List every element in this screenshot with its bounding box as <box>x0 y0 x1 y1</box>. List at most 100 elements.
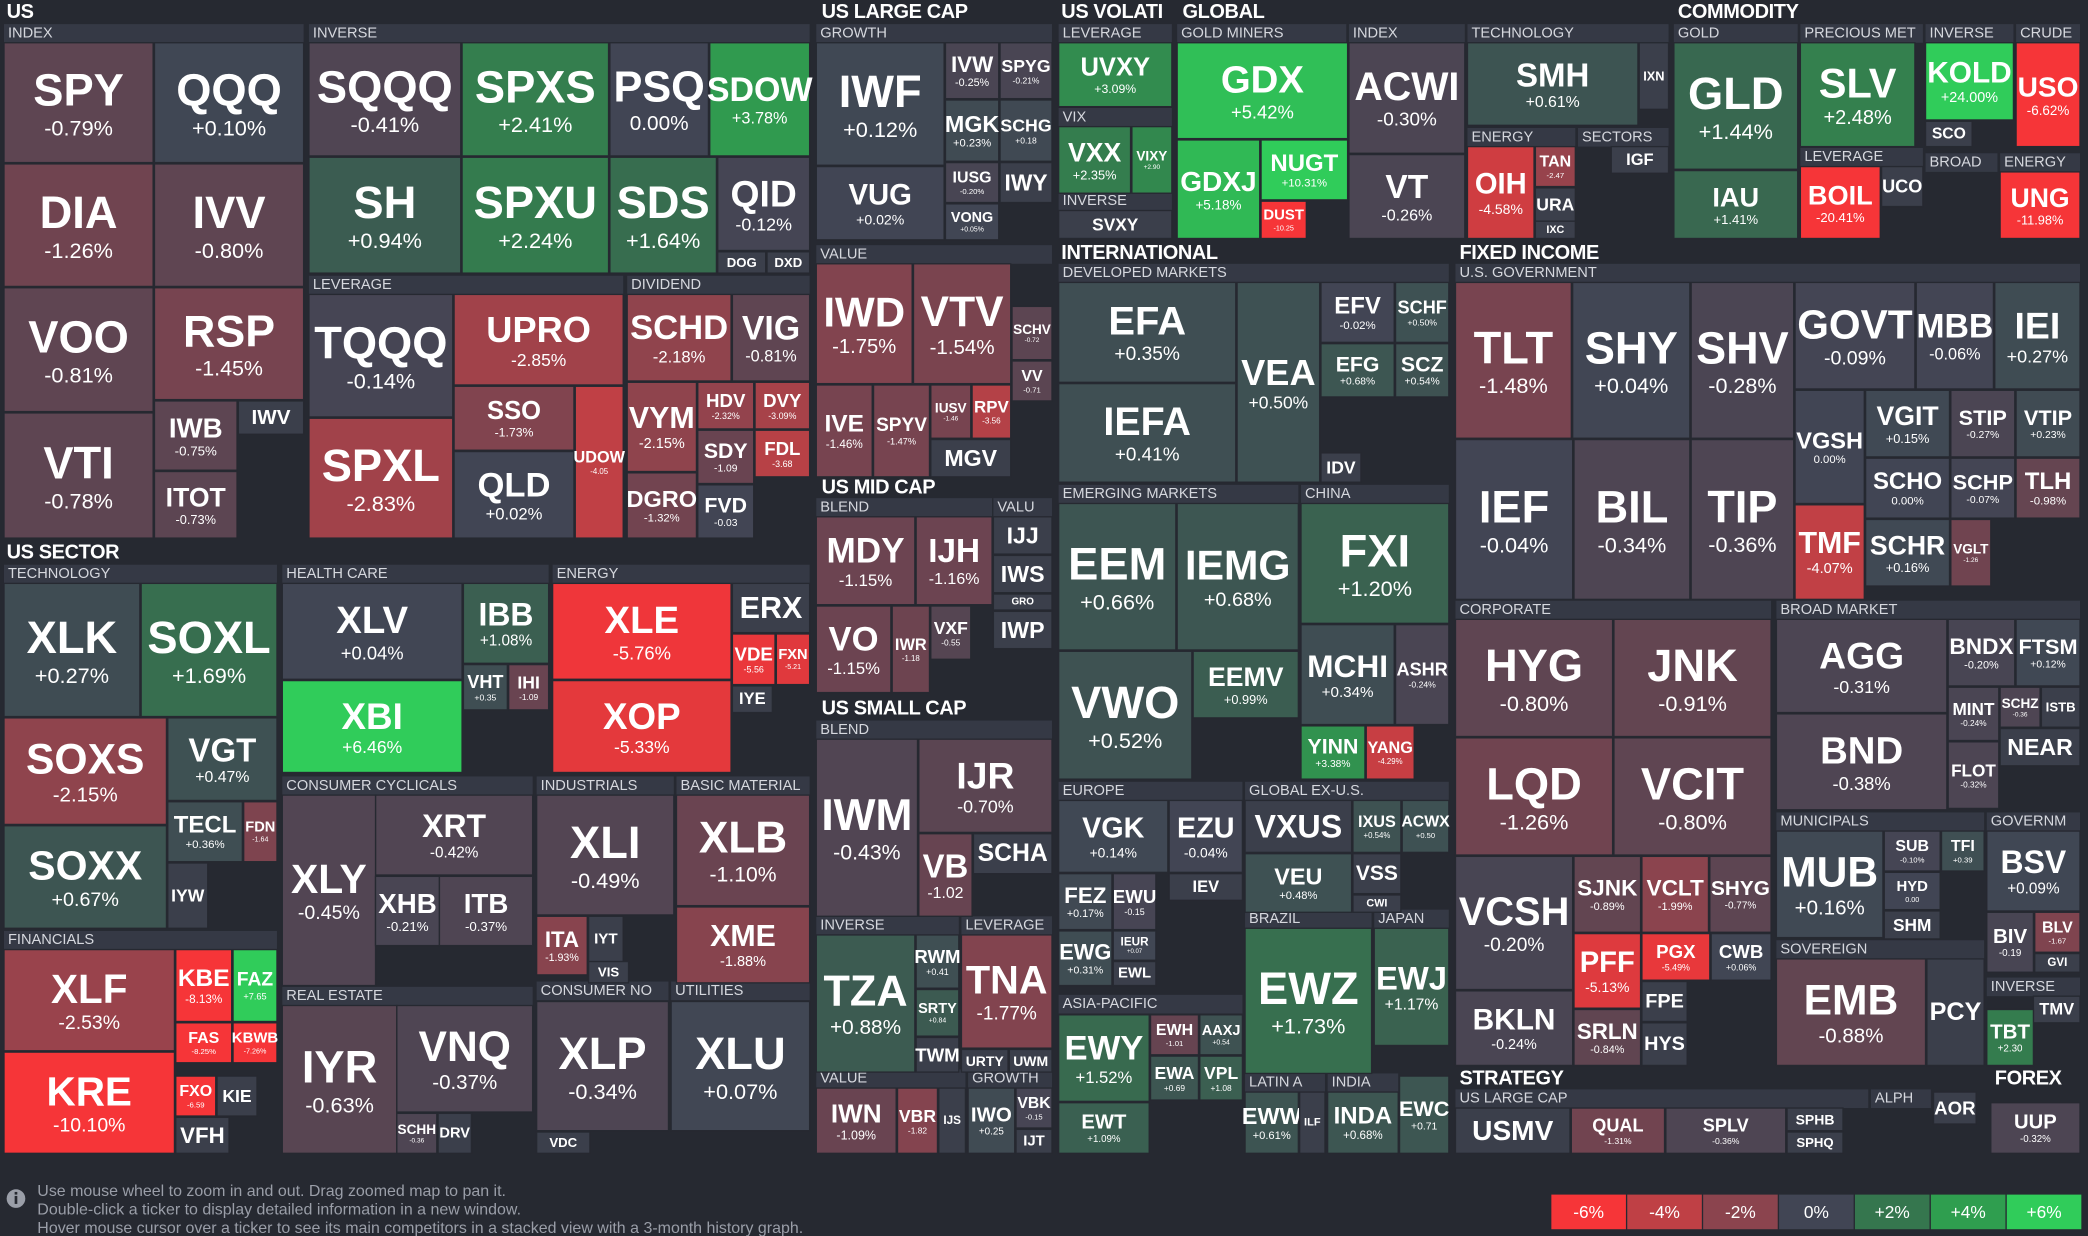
tile-box[interactable] <box>930 384 972 439</box>
tile-box[interactable] <box>175 1022 233 1064</box>
tile-box[interactable] <box>1990 1102 2081 1154</box>
tile-box[interactable] <box>815 1087 897 1154</box>
tile-box[interactable] <box>1057 650 1193 780</box>
tile-box[interactable] <box>992 610 1053 650</box>
tile-box[interactable] <box>1057 1102 1150 1154</box>
tile-box[interactable] <box>1398 1075 1450 1154</box>
tile-box[interactable] <box>891 605 931 694</box>
tile-box[interactable] <box>1168 799 1244 874</box>
tile-box[interactable] <box>1775 830 1884 939</box>
tile-box[interactable] <box>915 1036 960 1073</box>
tile-box[interactable] <box>1864 389 1951 458</box>
tile-box[interactable] <box>1057 873 1113 931</box>
tile-box[interactable] <box>1260 200 1307 240</box>
tile-box[interactable] <box>2015 618 2081 687</box>
tile-box[interactable] <box>1775 618 1948 714</box>
tile-box[interactable] <box>1950 389 2016 458</box>
tile-box[interactable] <box>1236 281 1321 483</box>
tile-box[interactable] <box>717 251 767 274</box>
tile-box[interactable] <box>697 484 755 539</box>
tile-box[interactable] <box>754 381 811 430</box>
tile-box[interactable] <box>1794 281 1916 390</box>
tile-box[interactable] <box>999 161 1053 204</box>
tile-box[interactable] <box>243 801 278 863</box>
tile-box[interactable] <box>1176 502 1300 651</box>
tile-box[interactable] <box>815 934 916 1073</box>
tile-box[interactable] <box>1011 305 1053 361</box>
tile-box[interactable] <box>2015 457 2081 519</box>
tile-box[interactable] <box>153 163 305 288</box>
tile-box[interactable] <box>1454 855 1574 991</box>
tile-box[interactable] <box>3 412 154 539</box>
tile-box[interactable] <box>918 833 973 917</box>
tile-box[interactable] <box>1883 830 1941 872</box>
tile-box[interactable] <box>930 438 1012 478</box>
tile-box[interactable] <box>2040 686 2081 728</box>
tile-box[interactable] <box>232 948 278 1023</box>
tile-box[interactable] <box>1454 737 1614 856</box>
tile-box[interactable] <box>930 605 972 660</box>
tile-box[interactable] <box>1008 1048 1053 1073</box>
tile-box[interactable] <box>992 516 1053 555</box>
tile-box[interactable] <box>437 1112 473 1154</box>
tile-box[interactable] <box>237 400 305 435</box>
tile-box[interactable] <box>232 1022 278 1064</box>
tile-box[interactable] <box>1244 927 1373 1075</box>
tile-box[interactable] <box>1300 623 1395 726</box>
tile-box[interactable] <box>609 156 718 274</box>
tile-box[interactable] <box>2015 389 2081 458</box>
tile-box[interactable] <box>1466 42 1639 126</box>
tile-box[interactable] <box>587 960 630 984</box>
tile-box[interactable] <box>153 287 305 401</box>
tile-box[interactable] <box>1883 910 1941 940</box>
tile-box[interactable] <box>1057 281 1237 383</box>
tile-box[interactable] <box>3 287 154 413</box>
tile-box[interactable] <box>1057 382 1237 483</box>
tile-box[interactable] <box>1320 281 1395 344</box>
tile-box[interactable] <box>972 833 1053 875</box>
tile-box[interactable] <box>626 293 732 382</box>
tile-box[interactable] <box>1986 830 2081 912</box>
tile-box[interactable] <box>1299 1091 1326 1154</box>
tile-box[interactable] <box>1300 502 1450 624</box>
tile-box[interactable] <box>815 165 945 241</box>
tile-box[interactable] <box>1320 452 1362 483</box>
tile-box[interactable] <box>3 582 141 718</box>
tile-box[interactable] <box>1394 343 1450 398</box>
tile-box[interactable] <box>1348 153 1466 240</box>
tile-box[interactable] <box>709 42 811 157</box>
tile-box[interactable] <box>1057 502 1177 651</box>
tile-box[interactable] <box>1775 958 1927 1067</box>
tile-box[interactable] <box>175 1116 230 1154</box>
tile-box[interactable] <box>967 1087 1016 1154</box>
tile-box[interactable] <box>535 794 675 916</box>
tile-box[interactable] <box>1690 438 1795 601</box>
tile-box[interactable] <box>308 156 462 274</box>
tile-box[interactable] <box>731 293 811 382</box>
tile-box[interactable] <box>1168 873 1244 901</box>
tile-box[interactable] <box>766 251 811 274</box>
tile-box[interactable] <box>1534 145 1576 188</box>
tile-box[interactable] <box>167 862 209 929</box>
tile-box[interactable] <box>574 385 624 539</box>
tile-box[interactable] <box>1015 1087 1053 1129</box>
tile-box[interactable] <box>3 163 154 288</box>
tile-box[interactable] <box>453 293 624 386</box>
tile-box[interactable] <box>1709 855 1772 933</box>
tile-box[interactable] <box>999 99 1053 162</box>
tile-box[interactable] <box>281 1004 398 1154</box>
tile-box[interactable] <box>1641 980 1688 1023</box>
tile-box[interactable] <box>2034 911 2081 953</box>
tile-box[interactable] <box>1199 1055 1244 1101</box>
tile-box[interactable] <box>1320 343 1395 398</box>
tile-box[interactable] <box>944 203 1000 241</box>
tile-box[interactable] <box>1864 457 1951 519</box>
tile-box[interactable] <box>1112 873 1157 931</box>
tile-box[interactable] <box>992 554 1053 594</box>
tile-box[interactable] <box>872 384 931 478</box>
tile-box[interactable] <box>1176 42 1349 140</box>
tile-box[interactable] <box>1986 1008 2035 1067</box>
tile-box[interactable] <box>281 582 463 680</box>
tile-box[interactable] <box>3 42 154 164</box>
tile-box[interactable] <box>1610 145 1670 174</box>
